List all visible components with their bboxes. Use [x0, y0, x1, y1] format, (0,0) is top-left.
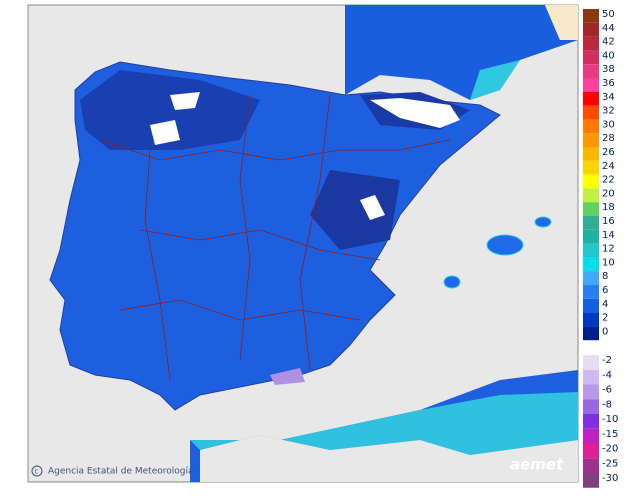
legend-swatch — [583, 36, 599, 51]
copyright-sign: c — [35, 468, 39, 476]
legend-label: -30 — [602, 473, 618, 484]
legend-label: 4 — [602, 299, 608, 310]
sea-north — [345, 5, 578, 100]
legend-swatch — [583, 133, 599, 147]
legend-label: 36 — [602, 78, 615, 89]
legend-swatch — [583, 414, 599, 429]
legend-label: 12 — [602, 244, 615, 255]
legend-label: 34 — [602, 92, 615, 103]
coast-cyan — [190, 392, 578, 455]
border — [99, 139, 451, 161]
legend-swatch — [583, 285, 599, 299]
island — [443, 275, 461, 289]
legend-swatch — [583, 369, 599, 385]
legend-label: 8 — [602, 271, 608, 282]
legend-label: -10 — [602, 414, 618, 425]
legend-label: 16 — [602, 216, 615, 227]
legend-label: 10 — [602, 257, 615, 268]
legend-label: 38 — [602, 64, 615, 75]
snow — [150, 120, 180, 145]
legend-swatch — [583, 271, 599, 285]
legend-swatch — [583, 243, 599, 258]
cold-sierra — [270, 368, 305, 385]
legend-swatch — [583, 443, 599, 459]
legend-label: 40 — [602, 50, 615, 61]
border — [119, 299, 361, 321]
coast-cyan — [470, 60, 520, 100]
legend-label: -8 — [602, 399, 612, 410]
legend-swatch — [583, 458, 599, 473]
legend-swatch — [583, 22, 599, 37]
legend-swatch — [583, 147, 599, 161]
legend-swatch — [583, 119, 599, 134]
legend-swatch — [583, 229, 599, 244]
legend-label: -2 — [602, 355, 612, 366]
legend-label: 30 — [602, 119, 615, 130]
legend-label: 0 — [602, 326, 608, 337]
legend-label: 26 — [602, 147, 615, 158]
legend-swatch — [583, 355, 599, 370]
legend-label: -6 — [602, 385, 612, 396]
legend-label: 6 — [602, 285, 608, 296]
legend-swatch — [583, 50, 599, 65]
legend-swatch — [583, 399, 599, 414]
legend-swatch — [583, 326, 599, 341]
legend-label: -20 — [602, 444, 618, 455]
legend-label: 22 — [602, 175, 615, 186]
legend-label: 28 — [602, 133, 615, 144]
legend-swatch — [583, 160, 599, 175]
legend-label: 24 — [602, 161, 615, 172]
legend-swatch — [583, 257, 599, 272]
legend-swatch — [583, 91, 599, 106]
snow — [360, 195, 385, 220]
legend-swatch — [583, 216, 599, 230]
credit: Agencia Estatal de Meteorología — [48, 467, 194, 477]
africa — [200, 435, 578, 482]
legend-label: 14 — [602, 230, 615, 241]
legend-swatch — [583, 298, 599, 313]
legend-label: -15 — [602, 429, 618, 440]
legend-swatch — [583, 384, 599, 400]
island — [534, 216, 552, 228]
logo: aemet — [510, 456, 564, 474]
legend-swatch — [583, 9, 599, 23]
border — [144, 149, 171, 381]
legend-label: 2 — [602, 313, 608, 324]
legend-label: 50 — [602, 9, 615, 20]
legend-swatch — [583, 202, 599, 216]
legend-swatch — [583, 78, 599, 92]
legend-label: -25 — [602, 458, 618, 469]
snow — [170, 92, 200, 110]
legend-label: 44 — [602, 23, 615, 34]
snow — [370, 98, 460, 128]
legend-swatch — [583, 473, 599, 488]
border — [239, 94, 251, 361]
legend-label: 42 — [602, 37, 615, 48]
legend-swatch — [583, 428, 599, 444]
legend-label: 20 — [602, 188, 615, 199]
legend-swatch — [583, 188, 599, 203]
copyright-icon — [31, 465, 43, 477]
legend-swatch — [583, 174, 599, 189]
border — [299, 94, 331, 371]
legend-label: 32 — [602, 106, 615, 117]
legend-swatch — [583, 64, 599, 78]
legend-label: 18 — [602, 202, 615, 213]
corner-land — [545, 5, 578, 40]
legend-swatch — [583, 105, 599, 120]
cold-north — [80, 70, 260, 150]
legend-label: -4 — [602, 370, 612, 381]
border — [139, 229, 381, 261]
legend-swatch — [583, 312, 599, 327]
island — [486, 234, 524, 256]
cold-east — [310, 170, 400, 250]
